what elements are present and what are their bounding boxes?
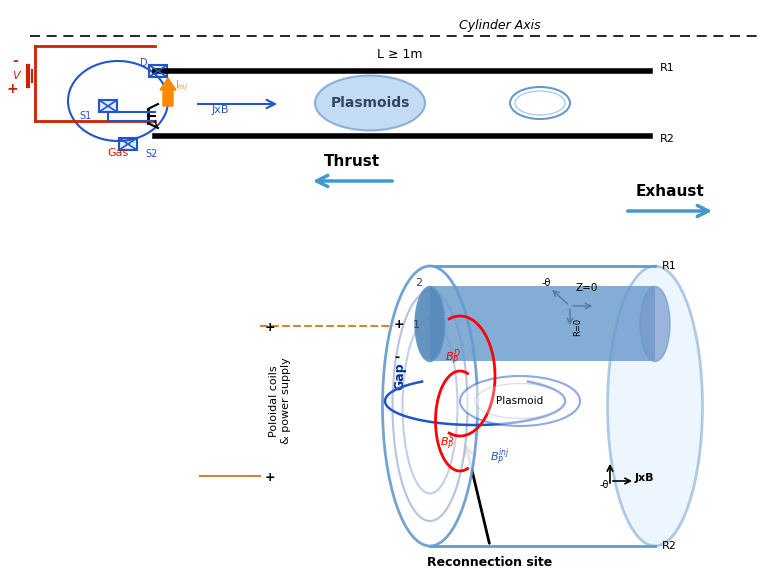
Text: R2: R2 <box>662 541 677 551</box>
Text: Thrust: Thrust <box>324 154 380 169</box>
Ellipse shape <box>640 286 670 362</box>
Text: +: + <box>6 82 18 96</box>
Ellipse shape <box>382 266 478 546</box>
Text: -: - <box>394 351 399 364</box>
Text: I$_{inj}$: I$_{inj}$ <box>175 79 188 93</box>
Ellipse shape <box>607 266 703 546</box>
Text: S2: S2 <box>145 149 157 159</box>
Text: Plasmoids: Plasmoids <box>330 96 409 110</box>
Text: Gas: Gas <box>108 148 128 158</box>
Ellipse shape <box>402 319 458 494</box>
Text: R2: R2 <box>660 134 675 144</box>
Text: +: + <box>394 318 405 331</box>
Text: 1: 1 <box>413 320 420 330</box>
Text: 2: 2 <box>415 278 422 288</box>
Text: -θ: -θ <box>542 278 551 288</box>
Text: V: V <box>12 71 20 81</box>
Ellipse shape <box>415 286 445 362</box>
Text: JxB: JxB <box>635 473 654 483</box>
Text: $B_P^{inj}$: $B_P^{inj}$ <box>490 446 510 467</box>
Text: Poloidal coils
& power supply: Poloidal coils & power supply <box>270 358 291 444</box>
Text: $B_P^S$: $B_P^S$ <box>440 433 455 452</box>
Text: -: - <box>12 54 18 68</box>
Text: $B_P^D$: $B_P^D$ <box>445 348 461 367</box>
Text: +: + <box>265 471 276 484</box>
Text: Cylinder Axis: Cylinder Axis <box>459 19 541 32</box>
Text: L ≥ 1m: L ≥ 1m <box>377 48 422 61</box>
Text: Plasmoid: Plasmoid <box>496 396 544 406</box>
Text: Gap: Gap <box>393 362 406 390</box>
Text: JxB: JxB <box>211 105 229 115</box>
Bar <box>149 65 167 77</box>
Bar <box>430 286 655 361</box>
Bar <box>119 138 137 150</box>
Bar <box>99 100 117 112</box>
FancyArrow shape <box>160 78 176 106</box>
Text: S1: S1 <box>80 111 92 121</box>
Text: R=0: R=0 <box>573 318 582 336</box>
Ellipse shape <box>392 291 468 521</box>
Text: +: + <box>265 321 276 334</box>
Ellipse shape <box>460 376 580 426</box>
Ellipse shape <box>475 384 565 419</box>
Text: Exhaust: Exhaust <box>636 184 704 199</box>
Text: R1: R1 <box>662 261 677 271</box>
Text: Reconnection site: Reconnection site <box>427 556 553 569</box>
Text: Z=0: Z=0 <box>575 283 598 293</box>
Text: -θ: -θ <box>600 480 609 490</box>
Ellipse shape <box>315 75 425 131</box>
Text: R1: R1 <box>660 63 675 73</box>
Text: D: D <box>141 58 148 68</box>
